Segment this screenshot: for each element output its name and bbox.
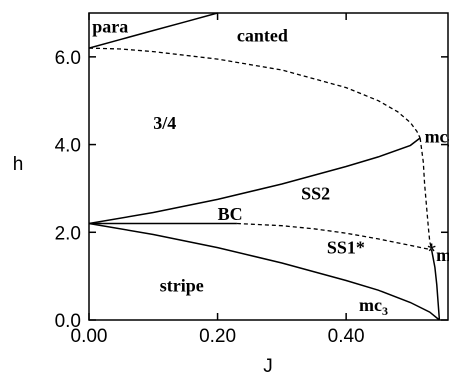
region-label: para [92,17,128,37]
region-label: mc2 [425,126,449,149]
region-label: SS1* [327,237,365,257]
plot-frame [88,12,449,321]
y-tick-label: 6.0 [55,48,81,69]
y-axis-label: h [13,154,24,175]
region-label: SS2 [301,183,330,203]
boundary-line-4 [419,137,433,250]
region-label: 3/4 [153,113,176,133]
region-labels: para canted 3/4 BC SS2 SS1* stripe mc2 mc1 mc3 [92,17,449,318]
markers: * [427,239,436,264]
y-tick-label: 4.0 [55,136,81,157]
boundary-line-8 [430,249,441,321]
region-label: mc1 [436,245,449,268]
star-marker: * [427,239,436,264]
x-axis-label: J [263,356,273,377]
boundary-line-1 [88,12,218,49]
boundary-line-6 [236,222,432,251]
x-tick-label: 0.00 [71,326,108,347]
y-tick-label: 0.0 [55,311,81,332]
region-label: stripe [160,275,204,295]
boundary-line-3 [88,137,421,225]
boundary-line-7 [88,222,440,321]
region-label: mc3 [359,295,388,318]
x-tick-label: 0.20 [199,326,236,347]
x-tick-label: 0.40 [328,326,365,347]
boundary-line-2 [88,47,421,139]
plot-border [88,12,449,321]
y-tick-label: 2.0 [55,223,81,244]
region-label: BC [218,204,243,224]
axis-ticks: 0.00 0.20 0.40 0.0 2.0 4.0 6.0 [55,13,448,347]
phase-boundary-curves [88,12,441,321]
region-label: canted [237,26,288,46]
